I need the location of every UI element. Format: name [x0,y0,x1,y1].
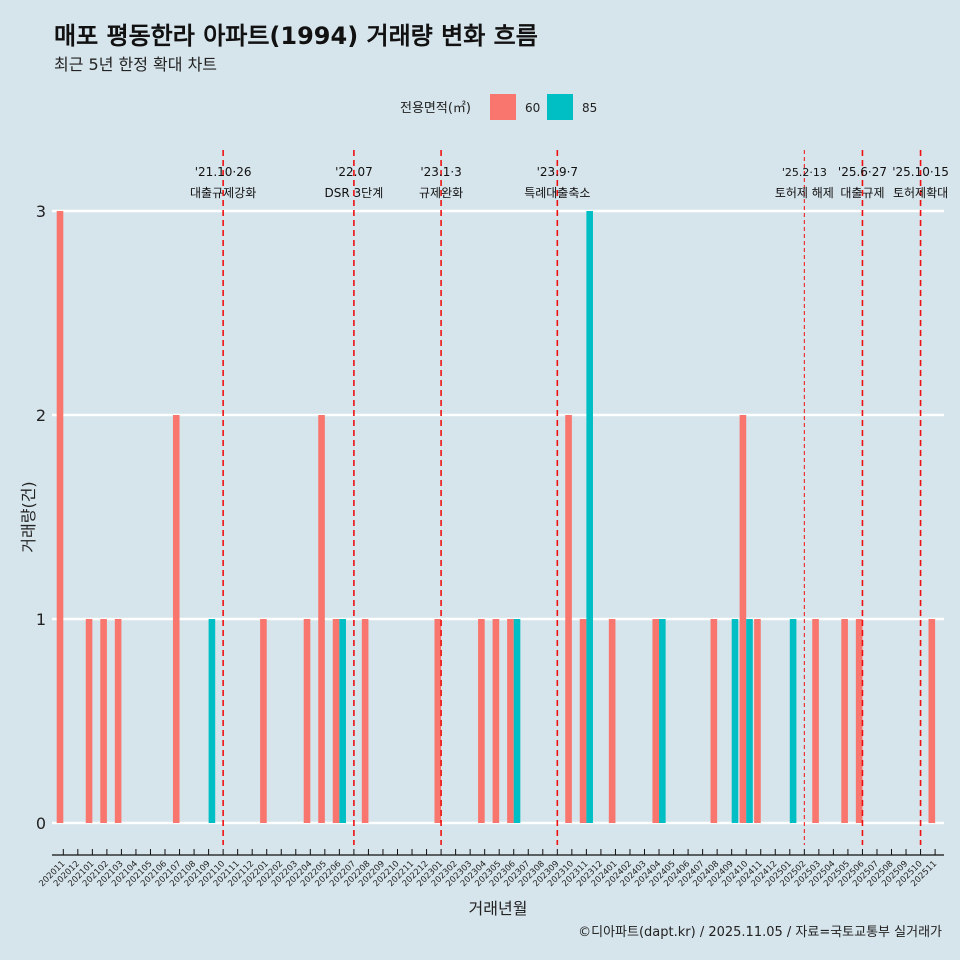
legend-swatch-85 [547,94,573,120]
bar-60-202404 [652,619,660,823]
chart-title: 매포 평동한라 아파트(1994) 거래량 변화 흐름 [54,22,538,50]
bar-85-202404 [659,619,666,823]
bar-60-202506 [855,619,863,823]
bar-60-202205 [318,415,325,823]
bar-60-202411 [754,619,761,823]
event-label: 토허제확대 [893,186,948,200]
bar-85-202206 [339,619,346,823]
bar-85-202109 [208,619,216,823]
y-tick-label: 3 [36,202,46,221]
bar-60-202206 [332,619,340,823]
y-tick-label: 2 [36,406,46,425]
legend-swatch-60 [490,94,516,120]
y-tick-label: 0 [36,814,46,833]
x-axis-label: 거래년월 [469,899,528,918]
event-label: 대출규제강화 [190,186,256,200]
legend: 전용면적(㎡) 60 85 [400,94,597,120]
bar-60-202107 [172,415,180,823]
event-date: '22.07 [335,165,373,179]
bar-85-202410 [746,619,753,823]
bar-60-202505 [841,619,848,823]
bar-60-202101 [85,619,93,823]
legend-label-85: 85 [582,101,597,115]
bar-60-202310 [565,415,572,823]
event-date: '23.1·3 [420,165,461,179]
bar-85-202311 [586,211,593,823]
event-label: 특례대출축소 [524,186,590,200]
event-label: DSR 3단계 [325,186,384,200]
bar-60-202102 [100,619,107,823]
bar-60-202311 [579,619,587,823]
event-date: '25.6·27 [838,165,887,179]
bar-60-202304 [478,619,485,823]
event-label: 대출규제 [840,186,884,200]
bar-60-202503 [812,619,819,823]
bar-60-202401 [608,619,616,823]
bar-60-202204 [303,619,311,823]
bar-60-202410 [739,415,747,823]
bar-60-202408 [710,619,718,823]
bar-60-202305 [492,619,500,823]
event-date: '25.2·13 [782,166,827,179]
event-date: '25.10·15 [892,165,949,179]
chart-subtitle: 최근 5년 한정 확대 차트 [54,55,217,74]
bar-60-202301 [434,619,442,823]
bar-85-202306 [513,619,521,823]
caption: ©디아파트(dapt.kr) / 2025.11.05 / 자료=국토교통부 실… [578,925,942,940]
bar-60-202201 [260,619,267,823]
event-label: 토허제 해제 [775,186,834,200]
event-date: '23.9·7 [537,165,578,179]
bar-60-202208 [361,619,369,823]
bar-60-202306 [507,619,514,823]
event-date: '21.10·26 [195,165,252,179]
y-axis-label: 거래량(건) [19,481,38,552]
bar-85-202501 [789,619,797,823]
bar-85-202409 [731,619,739,823]
legend-label-60: 60 [525,101,540,115]
bar-60-202011 [56,211,64,823]
bar-60-202103 [114,619,122,823]
event-label: 규제완화 [419,186,463,200]
legend-title: 전용면적(㎡) [400,101,471,116]
bar-60-202511 [928,619,936,823]
y-tick-label: 1 [36,610,46,629]
